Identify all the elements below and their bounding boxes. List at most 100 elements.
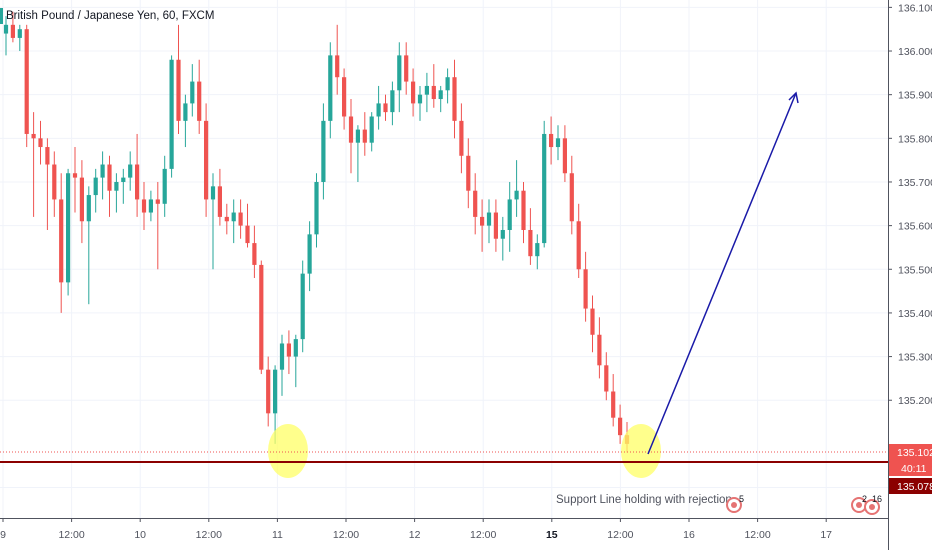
candle-body <box>569 173 574 222</box>
candle-body <box>266 369 271 414</box>
candle-body <box>335 55 340 78</box>
time-tick-label: 12:00 <box>196 529 222 541</box>
time-tick-label: 11 <box>272 529 283 541</box>
candle-body <box>576 221 581 270</box>
candle-body <box>45 147 50 165</box>
candle-body <box>114 181 119 191</box>
candle-body <box>224 216 229 222</box>
price-tick-label: 135.800 <box>898 133 932 145</box>
candle-body <box>169 59 174 169</box>
candle-body <box>231 212 236 222</box>
drawing-overlays <box>0 91 888 478</box>
candle-body <box>473 190 478 217</box>
time-tick-label: 12:00 <box>333 529 359 541</box>
candle-body <box>480 216 485 226</box>
candle-body <box>162 168 167 204</box>
candle-body <box>52 164 57 200</box>
candle-body <box>38 138 43 148</box>
candle-body <box>259 264 264 370</box>
candle-body <box>555 138 561 148</box>
candle-body <box>238 212 243 226</box>
candle-body <box>348 116 354 143</box>
candle-body <box>293 339 298 357</box>
candle-body <box>342 77 347 117</box>
candle-body <box>445 77 450 91</box>
event-badge-1-icon[interactable] <box>726 497 742 513</box>
candle-body <box>79 177 84 222</box>
candle-body <box>66 173 71 283</box>
candle-body <box>300 273 305 340</box>
candle-body <box>93 177 98 196</box>
highlight-circle <box>621 424 661 478</box>
candle-body <box>190 81 195 104</box>
symbol-marker <box>0 8 3 24</box>
candle-body <box>466 155 471 191</box>
price-tick-label: 135.300 <box>898 352 932 364</box>
candle-body <box>521 190 526 230</box>
candle-body <box>72 173 78 178</box>
candle-body <box>135 164 140 200</box>
candle-body <box>59 199 64 283</box>
price-tick-label: 135.900 <box>898 90 932 102</box>
candle-body <box>535 243 540 257</box>
current-price-tag <box>889 444 932 460</box>
highlight-circle <box>268 424 308 478</box>
candle-body <box>549 133 554 148</box>
candle-body <box>390 90 395 113</box>
candle-body <box>3 24 9 34</box>
candle-body <box>542 133 547 244</box>
event-badge-2-count: 2 <box>862 494 868 504</box>
price-tick-label: 135.700 <box>898 177 932 189</box>
candle-series <box>3 11 630 453</box>
price-tick-label: 136.000 <box>898 46 932 58</box>
time-tick-label: 12:00 <box>470 529 496 541</box>
grid-lines <box>0 0 888 518</box>
candle-body <box>210 186 216 200</box>
time-tick-label: 17 <box>820 529 832 541</box>
candle-body <box>197 81 202 121</box>
candle-body <box>611 391 616 418</box>
candle-body <box>176 59 181 121</box>
time-tick-label: 12:00 <box>607 529 633 541</box>
chart-title[interactable]: British Pound / Japanese Yen, 60, FXCM <box>6 10 215 22</box>
time-tick-label: 12:00 <box>58 529 84 541</box>
candle-body <box>507 199 512 230</box>
candle-body <box>148 199 153 213</box>
countdown-label: 40:11 <box>901 463 927 475</box>
time-tick-label: 12:00 <box>744 529 770 541</box>
candle-body <box>183 103 188 121</box>
candle-body <box>424 85 429 95</box>
countdown-tag <box>889 460 932 476</box>
candle-body <box>404 55 409 82</box>
time-tick-label: 15 <box>546 529 558 541</box>
candle-body <box>438 90 443 100</box>
candle-body <box>307 234 312 274</box>
candle-body <box>562 138 567 174</box>
candle-body <box>24 29 29 134</box>
candle-body <box>376 103 381 117</box>
candle-body <box>17 29 22 38</box>
candle-body <box>141 199 147 213</box>
candle-body <box>100 164 105 178</box>
event-badge-3-count: 16 <box>872 494 883 504</box>
price-axis[interactable]: 136.100 136.000 135.900 135.800 135.700 135.6… <box>888 0 932 550</box>
candle-body <box>528 229 533 257</box>
price-tick-label: 135.500 <box>898 264 932 276</box>
candle-body <box>383 103 388 113</box>
time-axis[interactable]: 9 12:00 10 12:00 11 12:00 12 12:00 15 12:00 16 12:0… <box>0 518 888 541</box>
candle-body <box>217 186 222 217</box>
candle-body <box>204 120 209 200</box>
projection-arrow-head <box>788 91 799 104</box>
candle-body <box>362 129 367 143</box>
event-badge-3-icon[interactable] <box>864 499 880 515</box>
support-annotation[interactable]: Support Line holding with rejection <box>556 494 732 506</box>
candle-body <box>514 190 519 200</box>
candle-body <box>86 195 91 222</box>
support-price-tag <box>889 478 932 494</box>
candle-body <box>369 116 374 143</box>
candle-body <box>618 417 623 436</box>
candle-body <box>583 269 588 309</box>
candle-body <box>417 94 423 104</box>
support-price-label: 135.078 <box>897 481 932 493</box>
